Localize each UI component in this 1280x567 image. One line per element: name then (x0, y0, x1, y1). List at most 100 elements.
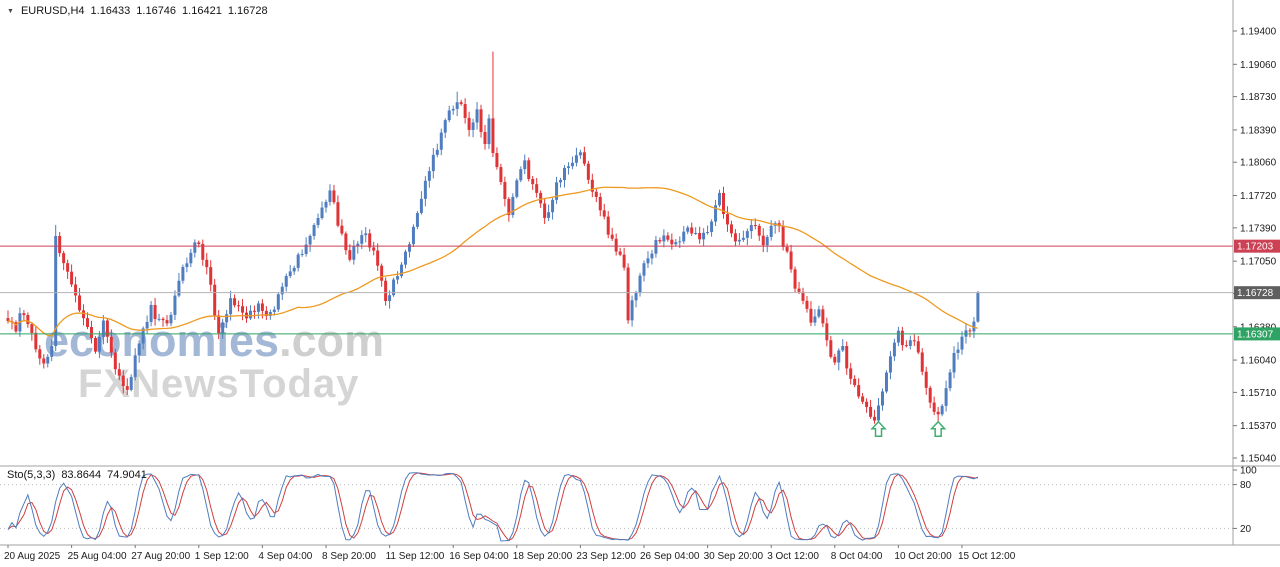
candle (105, 320, 109, 337)
candle (793, 269, 797, 289)
candle (638, 275, 642, 293)
candle (384, 280, 388, 302)
candle (932, 402, 936, 412)
candle (515, 180, 519, 197)
candle (654, 239, 658, 254)
candle (165, 320, 169, 324)
candle (348, 250, 352, 260)
candle (769, 225, 773, 237)
candle (62, 253, 66, 264)
candle (976, 292, 980, 322)
candle (427, 171, 431, 181)
candle (523, 160, 527, 170)
candle (531, 178, 535, 185)
indicator-label: Sto(5,3,3) (7, 469, 56, 481)
candle (30, 324, 34, 333)
candle (809, 308, 813, 323)
price-axis[interactable]: 1.19400 1.19060 1.18730 1.18390 1.18060 1.177… (1233, 27, 1277, 535)
symbol-timeframe-label: EURUSD,H4 (20, 5, 85, 17)
moving-average-line (7, 186, 979, 337)
time-tick-label: 30 Sep 20:00 (704, 551, 764, 562)
candle (209, 267, 213, 285)
candle (837, 350, 841, 363)
candle (364, 233, 368, 236)
candle (221, 322, 225, 334)
time-tick-label: 10 Oct 20:00 (894, 551, 952, 562)
candle (189, 252, 193, 264)
price-tick-label: 1.19400 (1240, 27, 1277, 38)
stochastic-scale-label: 100 (1240, 466, 1257, 477)
candle (475, 109, 479, 123)
candle (101, 320, 105, 337)
candle (722, 192, 725, 215)
candle (396, 276, 400, 280)
candle (229, 298, 233, 315)
candle (431, 154, 435, 172)
candle (940, 405, 944, 415)
candle (920, 352, 924, 372)
candle (801, 291, 805, 301)
candle (38, 349, 42, 359)
time-tick-label: 18 Sep 20:00 (513, 551, 573, 562)
candle (877, 405, 881, 421)
candle (499, 167, 503, 182)
price-tick-label: 1.15370 (1240, 421, 1277, 432)
candle (912, 340, 916, 342)
candle (666, 235, 670, 240)
candle (455, 102, 459, 109)
candle (133, 355, 137, 378)
symbol-dropdown-icon[interactable]: ▼ (7, 7, 14, 15)
candle (268, 312, 272, 316)
candle (539, 192, 543, 204)
candle (574, 155, 578, 163)
candle (670, 239, 674, 245)
price-tick-label: 1.15040 (1240, 454, 1277, 465)
current-price-badge (1234, 286, 1280, 300)
candle (233, 298, 237, 306)
time-tick-label: 8 Oct 04:00 (831, 551, 883, 562)
candle (789, 251, 793, 270)
candle (372, 247, 376, 251)
up-arrow-icon (929, 420, 947, 438)
candle (884, 372, 888, 392)
candle (443, 120, 447, 133)
candle (89, 327, 93, 338)
candle (201, 243, 205, 260)
time-tick-label: 27 Aug 20:00 (131, 551, 190, 562)
candle (197, 242, 201, 244)
horizontal-level-lines[interactable] (0, 245, 1233, 335)
candle (411, 226, 415, 245)
candle (590, 179, 594, 192)
candle (256, 303, 260, 312)
time-axis[interactable]: 20 Aug 2025 25 Aug 04:00 27 Aug 20:00 1 Sep… (4, 545, 1016, 562)
candle (781, 226, 785, 247)
candle (376, 250, 380, 266)
candle (821, 309, 825, 324)
candle (881, 391, 884, 406)
candle (626, 267, 630, 321)
candle (694, 233, 698, 235)
time-tick-label: 11 Sep 12:00 (386, 551, 445, 562)
price-tick-label: 1.18730 (1240, 92, 1277, 103)
candle (527, 160, 531, 179)
candle (225, 314, 229, 323)
candle (535, 184, 539, 193)
candle (753, 225, 757, 227)
candle (904, 345, 908, 347)
candle (690, 227, 694, 234)
candle (272, 309, 276, 313)
candle (869, 406, 873, 417)
candle (296, 254, 300, 268)
candle (725, 214, 729, 225)
candle (718, 192, 722, 206)
resistance-badge-label: 1.17203 (1237, 242, 1274, 253)
candle (368, 233, 372, 248)
candle (706, 232, 710, 234)
candle (332, 190, 336, 203)
candle (213, 284, 217, 316)
candle (70, 271, 74, 285)
candle (646, 258, 650, 264)
ohlc-close-value: 1.16728 (227, 5, 268, 17)
candle (916, 341, 920, 353)
